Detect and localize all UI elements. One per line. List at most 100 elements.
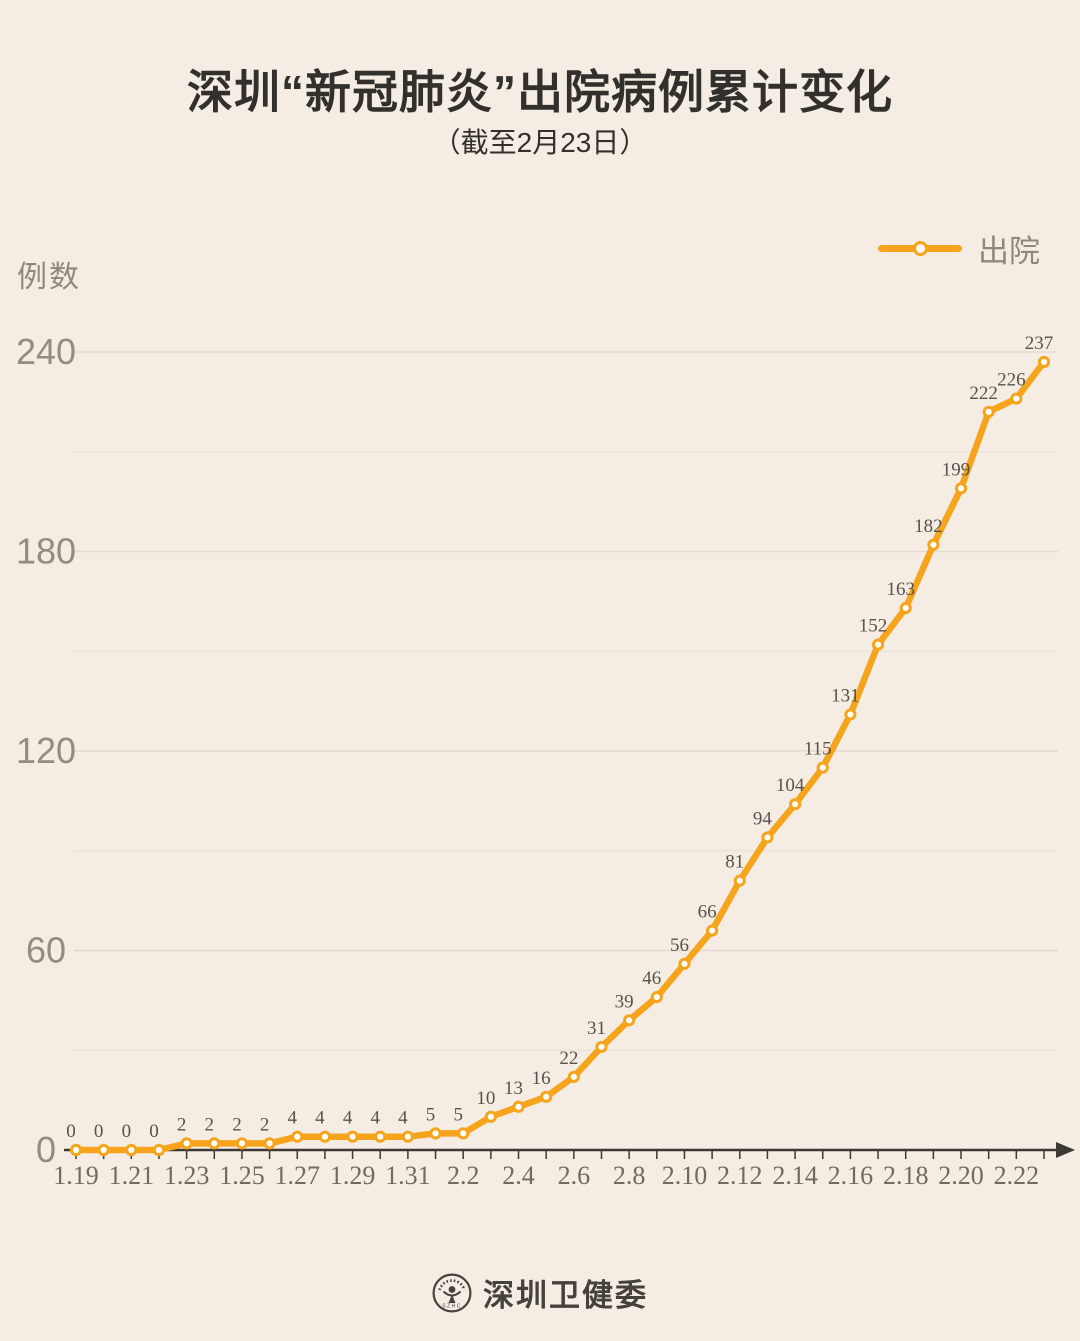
data-value-label: 39 bbox=[615, 991, 634, 1012]
legend: 出院 bbox=[878, 226, 1040, 271]
data-point-marker bbox=[678, 957, 691, 970]
x-tick-label: 2.8 bbox=[613, 1161, 646, 1190]
data-point-marker bbox=[291, 1130, 304, 1143]
data-point-marker bbox=[788, 798, 802, 811]
data-value-label: 46 bbox=[642, 968, 661, 989]
data-point-marker bbox=[235, 1137, 249, 1150]
footer: SZHC 深圳卫健委 bbox=[0, 1270, 1080, 1315]
data-value-label: 56 bbox=[670, 935, 689, 956]
y-tick-label: 0 bbox=[36, 1129, 56, 1170]
data-value-label: 0 bbox=[66, 1121, 76, 1142]
data-value-label: 4 bbox=[288, 1108, 298, 1129]
data-point-marker bbox=[401, 1130, 414, 1143]
y-tick-label: 240 bbox=[16, 331, 76, 372]
data-point-marker bbox=[595, 1040, 608, 1054]
x-tick-label: 1.23 bbox=[164, 1161, 210, 1190]
data-value-label: 2 bbox=[260, 1114, 270, 1135]
data-value-label: 0 bbox=[122, 1121, 132, 1142]
legend-label: 出院 bbox=[978, 234, 1040, 269]
series-discharged bbox=[72, 358, 1048, 1154]
data-value-label: 4 bbox=[370, 1108, 380, 1129]
data-value-labels: 0 0 0 0 2 2 2 2 4 4 4 4 4 5 510 13 162231394656668194104… bbox=[66, 333, 1053, 1142]
data-point-marker bbox=[208, 1137, 221, 1150]
data-value-label: 115 bbox=[804, 739, 832, 760]
y-axis-title: 例数 bbox=[17, 261, 81, 294]
x-tick-label: 2.6 bbox=[558, 1161, 591, 1190]
x-tick-label: 1.25 bbox=[219, 1161, 265, 1190]
data-value-label: 13 bbox=[504, 1078, 523, 1099]
data-point-marker bbox=[180, 1137, 193, 1150]
data-value-label: 10 bbox=[476, 1088, 495, 1109]
data-point-marker bbox=[69, 1143, 83, 1157]
data-value-label: 104 bbox=[776, 775, 805, 796]
data-value-label: 152 bbox=[859, 616, 888, 637]
series-line bbox=[72, 358, 1048, 1154]
data-value-label: 0 bbox=[94, 1121, 104, 1142]
data-value-label: 81 bbox=[725, 852, 744, 873]
data-point-marker bbox=[650, 990, 663, 1004]
x-tick-label: 1.21 bbox=[109, 1161, 155, 1190]
data-point-marker bbox=[733, 874, 746, 887]
data-point-marker bbox=[954, 482, 968, 495]
data-value-label: 4 bbox=[398, 1108, 408, 1129]
minor-gridlines bbox=[74, 451, 1058, 1051]
y-axis-tick-labels: 0 60 120 180 240 bbox=[16, 331, 76, 1170]
data-point-marker bbox=[982, 405, 995, 418]
legend-circle-marker-icon bbox=[913, 241, 928, 256]
x-tick-label: 2.20 bbox=[938, 1161, 984, 1190]
data-point-marker bbox=[1010, 392, 1023, 405]
page-subtitle: （截至2月23日） bbox=[432, 127, 648, 158]
data-point-marker bbox=[761, 831, 774, 844]
data-point-marker bbox=[871, 638, 885, 651]
x-tick-label: 1.29 bbox=[330, 1161, 376, 1190]
data-value-label: 5 bbox=[426, 1104, 436, 1125]
data-value-label: 66 bbox=[698, 902, 717, 923]
data-value-label: 182 bbox=[914, 516, 943, 537]
data-point-marker bbox=[816, 761, 829, 774]
data-point-marker bbox=[484, 1110, 497, 1123]
data-point-markers bbox=[69, 355, 1051, 1157]
data-value-label: 199 bbox=[942, 459, 971, 480]
data-value-label: 0 bbox=[149, 1121, 159, 1142]
data-point-marker bbox=[899, 601, 912, 615]
footer-brand: 深圳卫健委 bbox=[483, 1278, 648, 1313]
data-point-marker bbox=[540, 1090, 553, 1103]
data-point-marker bbox=[1037, 355, 1051, 369]
data-point-marker bbox=[318, 1130, 332, 1143]
x-tick-label: 2.14 bbox=[772, 1161, 818, 1190]
x-tick-label: 2.10 bbox=[662, 1161, 708, 1190]
x-tick-label: 2.16 bbox=[828, 1161, 874, 1190]
data-point-marker bbox=[623, 1014, 636, 1027]
x-axis-arrowhead-icon bbox=[1056, 1142, 1075, 1158]
data-point-marker bbox=[706, 924, 719, 937]
data-value-label: 31 bbox=[587, 1018, 606, 1039]
data-value-label: 2 bbox=[205, 1114, 215, 1135]
data-value-label: 163 bbox=[886, 579, 915, 600]
data-point-marker bbox=[125, 1143, 138, 1157]
data-value-label: 226 bbox=[997, 370, 1026, 391]
x-tick-label: 1.31 bbox=[385, 1161, 431, 1190]
data-value-label: 4 bbox=[315, 1108, 325, 1129]
data-value-label: 4 bbox=[343, 1108, 353, 1129]
data-point-marker bbox=[512, 1100, 525, 1113]
y-tick-label: 180 bbox=[16, 531, 76, 572]
data-value-label: 2 bbox=[177, 1114, 187, 1135]
x-tick-label: 1.19 bbox=[53, 1161, 99, 1190]
data-value-label: 2 bbox=[232, 1114, 242, 1135]
seal-bottom-text: SZHC bbox=[442, 1303, 462, 1309]
data-point-marker bbox=[429, 1127, 442, 1140]
x-axis-tick-labels: 1.19 1.21 1.23 1.25 1.27 1.29 1.31 2.2 2.4 2.6 2.8… bbox=[53, 1161, 1039, 1190]
data-value-label: 22 bbox=[559, 1048, 578, 1069]
data-point-marker bbox=[152, 1143, 166, 1157]
data-value-label: 5 bbox=[453, 1104, 463, 1125]
x-tick-label: 1.27 bbox=[275, 1161, 321, 1190]
data-point-marker bbox=[346, 1130, 359, 1143]
data-point-marker bbox=[97, 1143, 110, 1157]
data-value-label: 222 bbox=[969, 383, 998, 404]
data-point-marker bbox=[263, 1137, 276, 1150]
major-gridlines bbox=[74, 351, 1058, 952]
x-tick-label: 2.4 bbox=[502, 1161, 535, 1190]
y-tick-label: 120 bbox=[16, 730, 76, 771]
x-tick-label: 2.22 bbox=[994, 1161, 1040, 1190]
